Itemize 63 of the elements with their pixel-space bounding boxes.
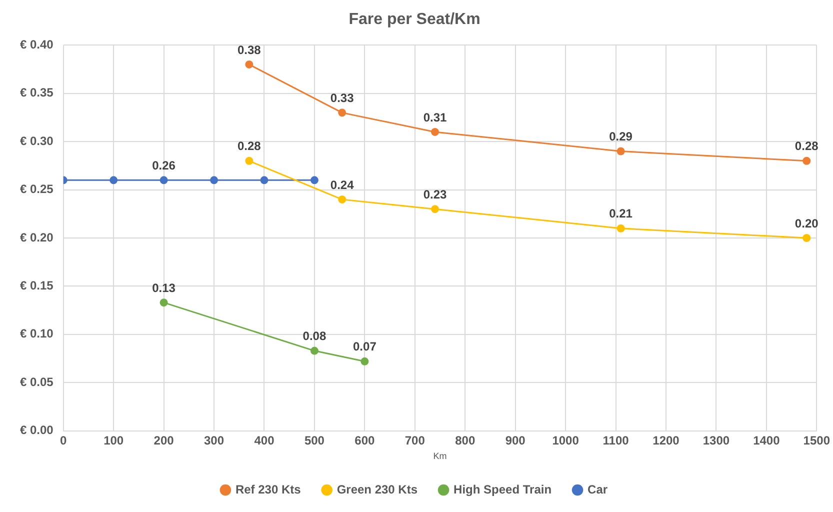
point [616,147,625,156]
y-tick-label: € 0.20 [20,230,54,244]
data-label: 0.23 [423,187,447,202]
point [802,234,811,242]
point [616,224,625,232]
data-label: 0.26 [152,158,176,172]
x-tick-label: 900 [505,433,526,448]
x-axis-title: Km [433,451,447,462]
data-label: 0.38 [237,42,262,57]
x-tick-label: 1300 [702,433,730,448]
legend-label: High Speed Train [454,482,552,496]
data-label: 0.21 [609,206,633,221]
y-tick-label: € 0.40 [20,38,54,52]
point [360,357,369,366]
data-label: 0.29 [609,130,633,144]
x-tick-label: 1500 [803,433,830,448]
y-tick-label: € 0.00 [20,423,54,438]
x-tick-label: 700 [404,433,426,448]
point [110,176,118,184]
point [210,176,218,184]
point [245,156,254,165]
data-label: 0.33 [330,90,354,105]
data-label: 0.31 [423,110,447,124]
point [160,298,168,307]
point [802,156,811,165]
x-tick-label: 0 [60,433,68,448]
x-tick-label: 1000 [552,433,580,448]
x-tick-label: 800 [455,433,476,448]
point [430,205,439,214]
point [338,108,346,117]
chart-title: Fare per Seat/Km [348,11,480,28]
point [338,195,346,204]
x-tick-label: 1400 [753,433,780,448]
y-tick-label: € 0.25 [20,182,54,196]
legend-label: Ref 230 Kts [235,482,302,496]
data-label: 0.07 [353,340,377,354]
x-tick-label: 1100 [602,433,630,448]
point [245,60,254,68]
x-tick-label: 400 [254,433,275,448]
x-tick-label: 600 [354,433,376,448]
y-tick-label: € 0.10 [20,326,54,341]
data-label: 0.20 [794,216,819,230]
x-tick-label: 200 [154,433,174,448]
point [310,346,318,355]
point [260,176,268,184]
point [160,176,168,184]
y-tick-label: € 0.05 [20,374,54,389]
y-tick-label: € 0.30 [20,134,54,148]
x-tick-label: 1200 [652,433,680,448]
data-label: 0.28 [237,139,262,154]
point [430,128,439,136]
legend-label: Green 230 Kts [336,482,418,496]
x-tick-label: 100 [104,433,124,448]
y-tick-label: € 0.15 [20,278,54,293]
y-tick-label: € 0.35 [20,86,54,100]
data-label: 0.08 [302,329,326,344]
data-label: 0.13 [152,280,176,295]
point [310,176,318,184]
data-label: 0.24 [330,178,354,192]
data-label: 0.28 [794,139,819,154]
x-tick-label: 300 [204,433,224,448]
legend-label: Car [588,482,608,496]
x-tick-label: 500 [304,433,325,448]
